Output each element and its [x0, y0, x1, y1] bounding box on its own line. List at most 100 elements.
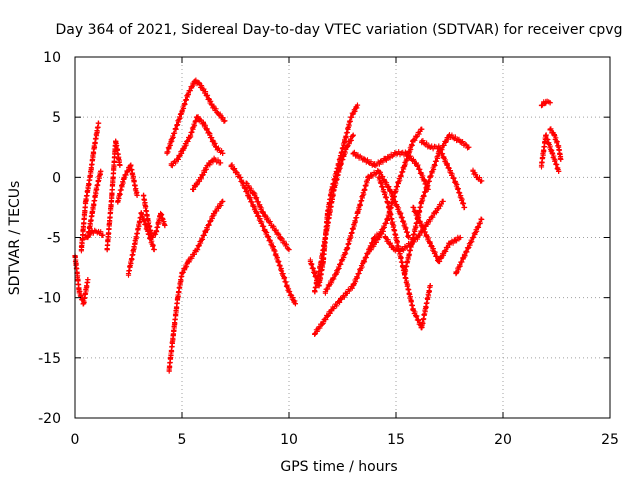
data-point [354, 102, 361, 108]
data-point [543, 132, 549, 138]
data-point [108, 198, 114, 204]
data-point [115, 198, 121, 204]
data-point [185, 258, 192, 265]
data-point [194, 180, 200, 186]
series-pass-11 [190, 155, 224, 193]
data-point [414, 162, 420, 168]
data-point [89, 210, 95, 217]
data-point [202, 90, 209, 96]
data-point [556, 144, 562, 150]
series-pass-9 [164, 77, 228, 156]
data-point [318, 258, 324, 265]
data-point [187, 132, 194, 138]
data-point [444, 162, 450, 168]
data-point [245, 192, 251, 198]
data-point [198, 174, 204, 180]
data-point [453, 180, 459, 186]
y-tick-label: -10 [38, 291, 61, 307]
data-point [419, 222, 425, 229]
data-point [262, 228, 269, 235]
data-point [200, 120, 206, 126]
data-point [547, 100, 553, 106]
data-point [547, 126, 553, 132]
data-point [134, 192, 140, 198]
data-point [427, 174, 433, 180]
data-point [179, 271, 185, 277]
data-point [113, 138, 119, 144]
data-point [397, 210, 403, 217]
series-pass-1 [72, 252, 91, 307]
data-point [277, 234, 284, 241]
data-point [95, 120, 102, 126]
data-point [128, 162, 134, 168]
data-point [393, 234, 399, 241]
data-point [384, 198, 391, 204]
data-point [419, 325, 425, 331]
data-point [252, 192, 258, 198]
data-point [292, 301, 299, 307]
x-tick-label: 25 [601, 432, 619, 448]
series-pass-17 [312, 228, 386, 337]
y-tick-label: -5 [47, 231, 61, 247]
data-point [192, 78, 198, 84]
data-point [558, 156, 564, 162]
data-point [419, 126, 425, 132]
series-pass-30 [547, 126, 564, 162]
data-point [436, 144, 442, 150]
data-point [348, 114, 354, 120]
data-point [117, 162, 123, 168]
series-pass-16 [312, 132, 356, 295]
data-point [466, 144, 472, 150]
data-point [132, 240, 138, 247]
data-point [166, 367, 172, 373]
series-pass-8 [140, 192, 168, 241]
data-point [551, 132, 557, 138]
series-pass-22 [376, 174, 433, 331]
data-point [376, 234, 382, 241]
data-point [213, 144, 219, 150]
series-pass-5 [104, 138, 123, 253]
data-point [121, 174, 127, 180]
data-point [170, 331, 177, 337]
data-point [393, 150, 399, 156]
series-pass-14 [243, 180, 292, 253]
data-point [93, 186, 99, 192]
data-point [312, 271, 318, 277]
data-point [470, 234, 476, 241]
data-point [479, 216, 485, 223]
data-point [419, 138, 425, 144]
data-point [194, 246, 200, 253]
data-point [168, 138, 174, 144]
series-pass-18 [322, 167, 412, 296]
data-point [95, 228, 102, 235]
data-point [100, 232, 106, 238]
data-point [211, 210, 217, 217]
data-point [222, 118, 228, 124]
series-pass-13 [228, 162, 299, 307]
data-point [125, 271, 132, 277]
data-point [410, 307, 416, 313]
data-point [367, 246, 373, 253]
data-point [344, 246, 350, 253]
y-tick-label: 0 [52, 170, 61, 186]
data-point [324, 222, 331, 229]
data-point [76, 289, 82, 295]
data-point [185, 90, 192, 96]
data-point [461, 204, 468, 211]
data-point [350, 132, 356, 138]
series-pass-6 [115, 162, 140, 205]
data-point [372, 162, 378, 168]
data-point [344, 144, 350, 150]
data-point [410, 138, 416, 144]
data-point [149, 234, 155, 241]
data-points [72, 77, 564, 374]
data-point [333, 271, 339, 277]
data-point [260, 210, 266, 217]
data-point [168, 162, 174, 168]
data-point [446, 240, 453, 247]
data-point [164, 150, 170, 156]
series-pass-2 [78, 120, 102, 254]
data-point [365, 174, 371, 180]
data-point [312, 331, 318, 337]
